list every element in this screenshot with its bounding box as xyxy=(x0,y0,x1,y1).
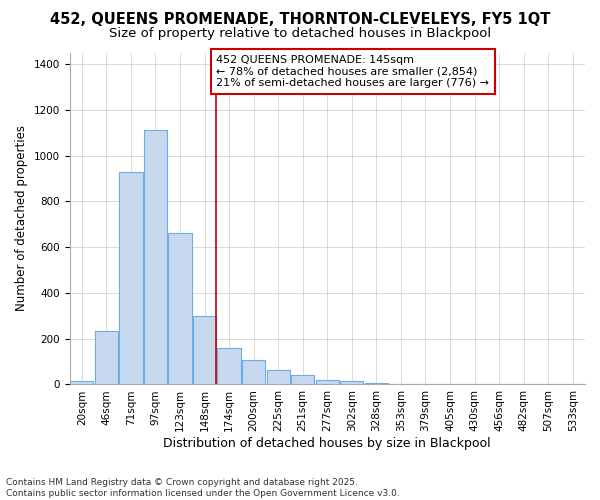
Bar xyxy=(340,381,364,384)
Bar xyxy=(169,234,191,384)
Bar xyxy=(70,381,94,384)
Bar xyxy=(242,360,265,384)
Bar xyxy=(193,316,216,384)
Text: 452 QUEENS PROMENADE: 145sqm
← 78% of detached houses are smaller (2,854)
21% of: 452 QUEENS PROMENADE: 145sqm ← 78% of de… xyxy=(216,55,489,88)
Text: Size of property relative to detached houses in Blackpool: Size of property relative to detached ho… xyxy=(109,28,491,40)
Bar xyxy=(95,330,118,384)
Bar xyxy=(119,172,143,384)
Bar xyxy=(217,348,241,385)
X-axis label: Distribution of detached houses by size in Blackpool: Distribution of detached houses by size … xyxy=(163,437,491,450)
Bar xyxy=(316,380,339,384)
Bar xyxy=(291,376,314,384)
Bar xyxy=(144,130,167,384)
Y-axis label: Number of detached properties: Number of detached properties xyxy=(15,126,28,312)
Text: Contains HM Land Registry data © Crown copyright and database right 2025.
Contai: Contains HM Land Registry data © Crown c… xyxy=(6,478,400,498)
Bar xyxy=(266,370,290,384)
Text: 452, QUEENS PROMENADE, THORNTON-CLEVELEYS, FY5 1QT: 452, QUEENS PROMENADE, THORNTON-CLEVELEY… xyxy=(50,12,550,28)
